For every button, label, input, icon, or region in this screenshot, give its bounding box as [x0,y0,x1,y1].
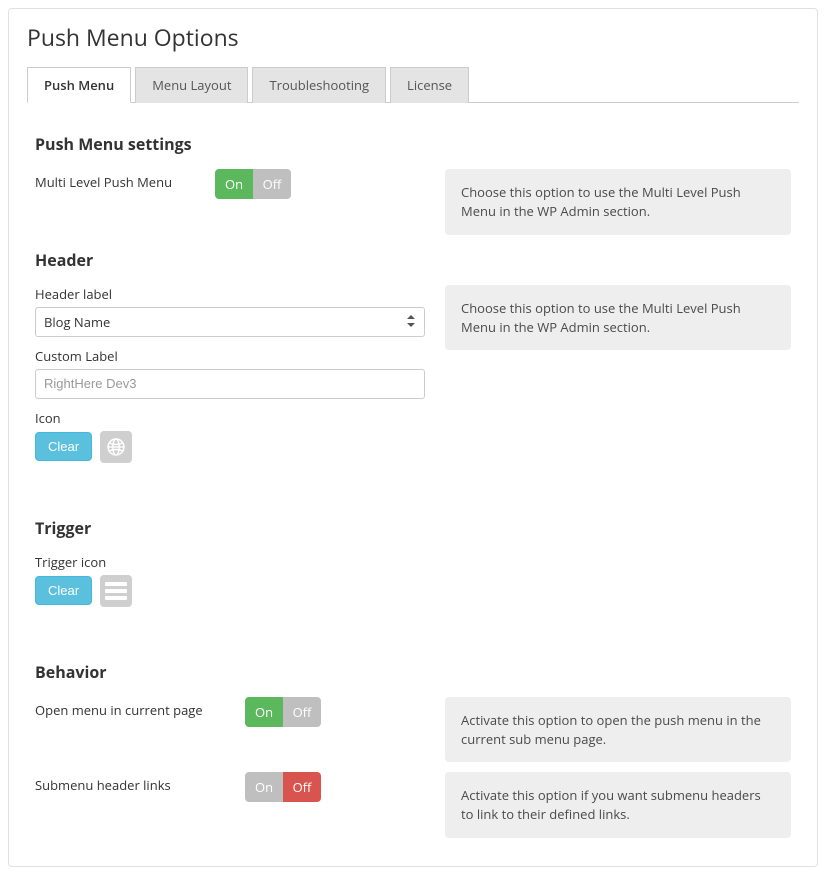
section-header: Header [35,249,791,271]
tab-bar: Push Menu Menu Layout Troubleshooting Li… [27,67,799,103]
toggle-open-in-current[interactable]: On Off [245,697,321,727]
trigger-icon-preview-box[interactable] [100,575,132,607]
options-panel: Push Menu Options Push Menu Menu Layout … [8,8,818,867]
help-custom-label: Choose this option to use the Multi Leve… [445,285,791,351]
label-submenu-links: Submenu header links [35,776,225,794]
toggle-on[interactable]: On [245,697,283,727]
help-multi-level: Choose this option to use the Multi Leve… [445,169,791,235]
icon-preview-box[interactable] [100,431,132,463]
label-open-in-current: Open menu in current page [35,701,225,719]
select-header-label[interactable]: Blog Name [35,307,425,337]
label-trigger-icon: Trigger icon [35,553,425,571]
label-multi-level: Multi Level Push Menu [35,173,195,191]
tab-troubleshooting[interactable]: Troubleshooting [252,67,386,103]
toggle-off[interactable]: Off [283,772,321,802]
section-behavior: Behavior [35,661,791,683]
globe-icon [106,437,126,457]
tab-push-menu[interactable]: Push Menu [27,67,131,103]
help-submenu-links: Activate this option if you want submenu… [445,772,791,838]
label-icon: Icon [35,409,425,427]
tab-content: Push Menu settings Multi Level Push Menu… [27,103,799,838]
toggle-multi-level[interactable]: On Off [215,169,291,199]
tab-license[interactable]: License [390,67,469,103]
section-push-menu-settings: Push Menu settings [35,133,791,155]
clear-trigger-icon-button[interactable]: Clear [35,576,92,605]
toggle-submenu-links[interactable]: On Off [245,772,321,802]
hamburger-icon [105,582,127,600]
help-open-in-current: Activate this option to open the push me… [445,697,791,763]
section-trigger: Trigger [35,517,791,539]
page-title: Push Menu Options [27,21,799,53]
clear-icon-button[interactable]: Clear [35,432,92,461]
toggle-on[interactable]: On [215,169,253,199]
toggle-off[interactable]: Off [253,169,291,199]
toggle-on[interactable]: On [245,772,283,802]
input-custom-label[interactable] [35,369,425,399]
tab-menu-layout[interactable]: Menu Layout [135,67,248,103]
label-header-label: Header label [35,285,425,303]
toggle-off[interactable]: Off [283,697,321,727]
label-custom-label: Custom Label [35,347,425,365]
